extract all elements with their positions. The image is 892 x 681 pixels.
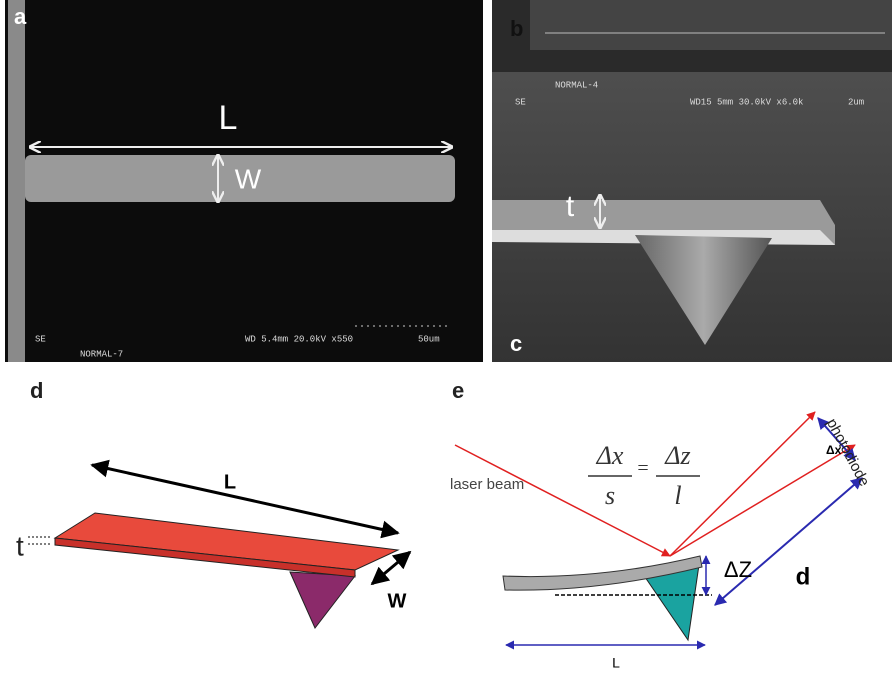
panel-a: a L W SE NORMAL-7 WD 5.4mm 20.0kV x550 5… [5, 0, 483, 362]
width-label: W [235, 163, 262, 194]
width-label: W [388, 590, 407, 612]
sem-params: WD15 5mm 30.0kV x6.0k [690, 97, 803, 107]
panel-bc: b NORMAL-4 SE WD15 5mm 30.0kV x6.0k 2um … [492, 0, 892, 362]
dx-label: Δx [826, 443, 842, 457]
panel-e: e laser beam photodiode Δx Δx = Δz s l Δ… [450, 378, 873, 671]
panel-label: b [510, 16, 523, 41]
panel-label: c [510, 331, 522, 356]
sem-mode: NORMAL-4 [555, 80, 598, 90]
sem-params: WD 5.4mm 20.0kV x550 [245, 334, 353, 344]
panel-label: e [452, 378, 464, 403]
sem-mode: NORMAL-7 [80, 349, 123, 359]
sem-detector: SE [35, 334, 46, 344]
length-label: L [612, 655, 620, 671]
figure: a L W SE NORMAL-7 WD 5.4mm 20.0kV x550 5… [0, 0, 892, 676]
thickness-label: t [16, 530, 24, 561]
formula-num: Δz [664, 441, 690, 470]
formula-den: l [674, 481, 681, 510]
panel-label: d [30, 378, 43, 403]
length-label: L [219, 99, 238, 137]
sem-scale: 2um [848, 97, 864, 107]
dz-label: ΔZ [724, 557, 752, 582]
length-label: L [224, 471, 236, 493]
formula-eq: = [637, 458, 648, 480]
formula-den: s [605, 481, 615, 510]
panel-d: d L W t [16, 378, 410, 628]
d-label: d [796, 563, 811, 590]
formula-num: Δx [596, 441, 624, 470]
laser-label: laser beam [450, 476, 524, 493]
sem-detector: SE [515, 97, 526, 107]
panel-label: a [14, 4, 27, 29]
thickness-label: t [566, 190, 575, 223]
sem-scale: 50um [418, 334, 440, 344]
